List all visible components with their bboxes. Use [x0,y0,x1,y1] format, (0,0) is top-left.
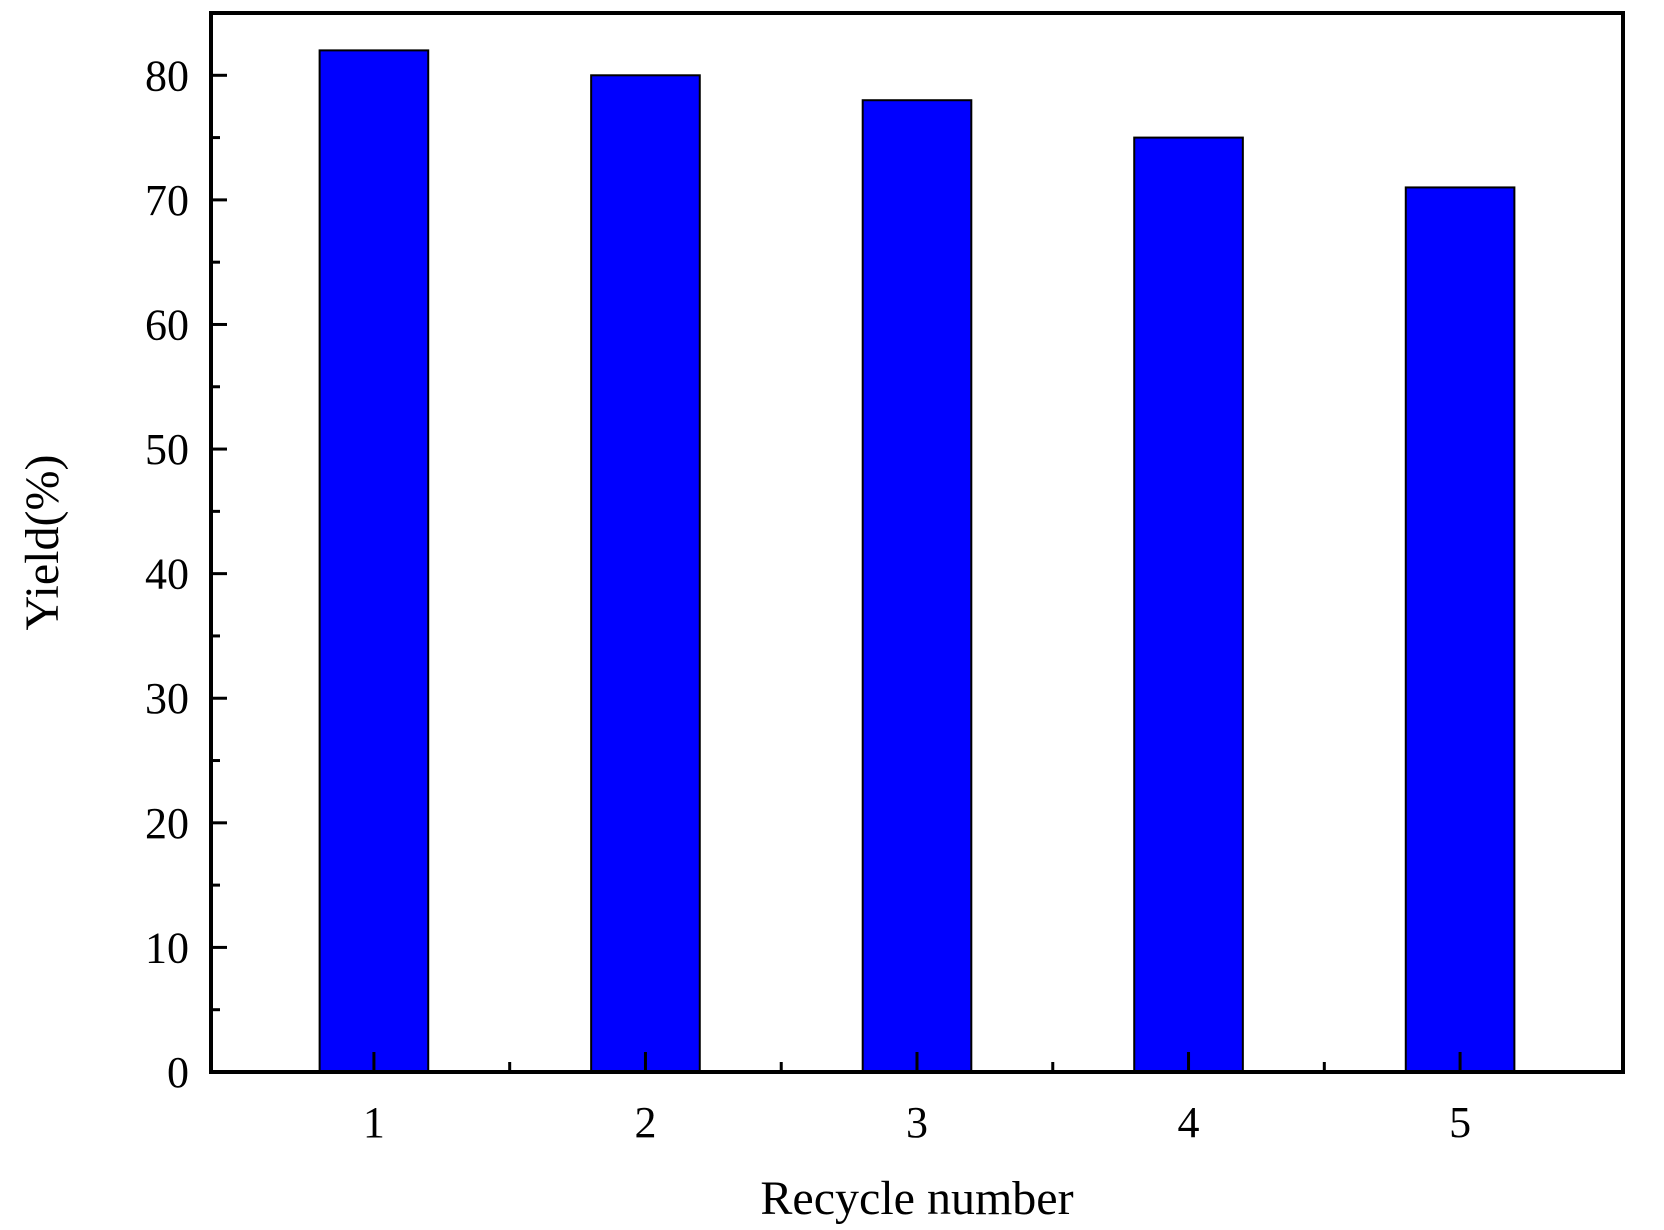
y-axis-title: Yield(%) [16,455,69,631]
bar-1 [318,49,430,1074]
y-tick-label: 10 [145,923,189,972]
x-axis-title: Recycle number [760,1172,1073,1225]
bar-5 [1404,186,1516,1073]
y-tick-label: 30 [145,674,189,723]
x-tick-label: 5 [1449,1098,1471,1147]
x-tick-label: 2 [634,1098,656,1147]
y-tick-label: 80 [145,51,189,100]
y-tick-label: 40 [145,550,189,599]
bars-group [318,49,1516,1074]
y-tick-label: 20 [145,799,189,848]
y-tick-label: 60 [145,300,189,349]
bar-4 [1133,136,1244,1073]
x-tick-label: 4 [1178,1098,1200,1147]
x-tick-label: 1 [363,1098,385,1147]
x-tick-label: 3 [906,1098,928,1147]
bar-3 [861,99,973,1073]
plot-frame [209,11,1625,1074]
bar-2 [590,74,701,1073]
y-tick-label: 0 [167,1048,189,1097]
tick-labels-group: 0 10 20 30 40 50 60 70 80 1 2 3 4 5 [145,51,1471,1147]
y-tick-label: 50 [145,425,189,474]
y-tick-label: 70 [145,176,189,225]
